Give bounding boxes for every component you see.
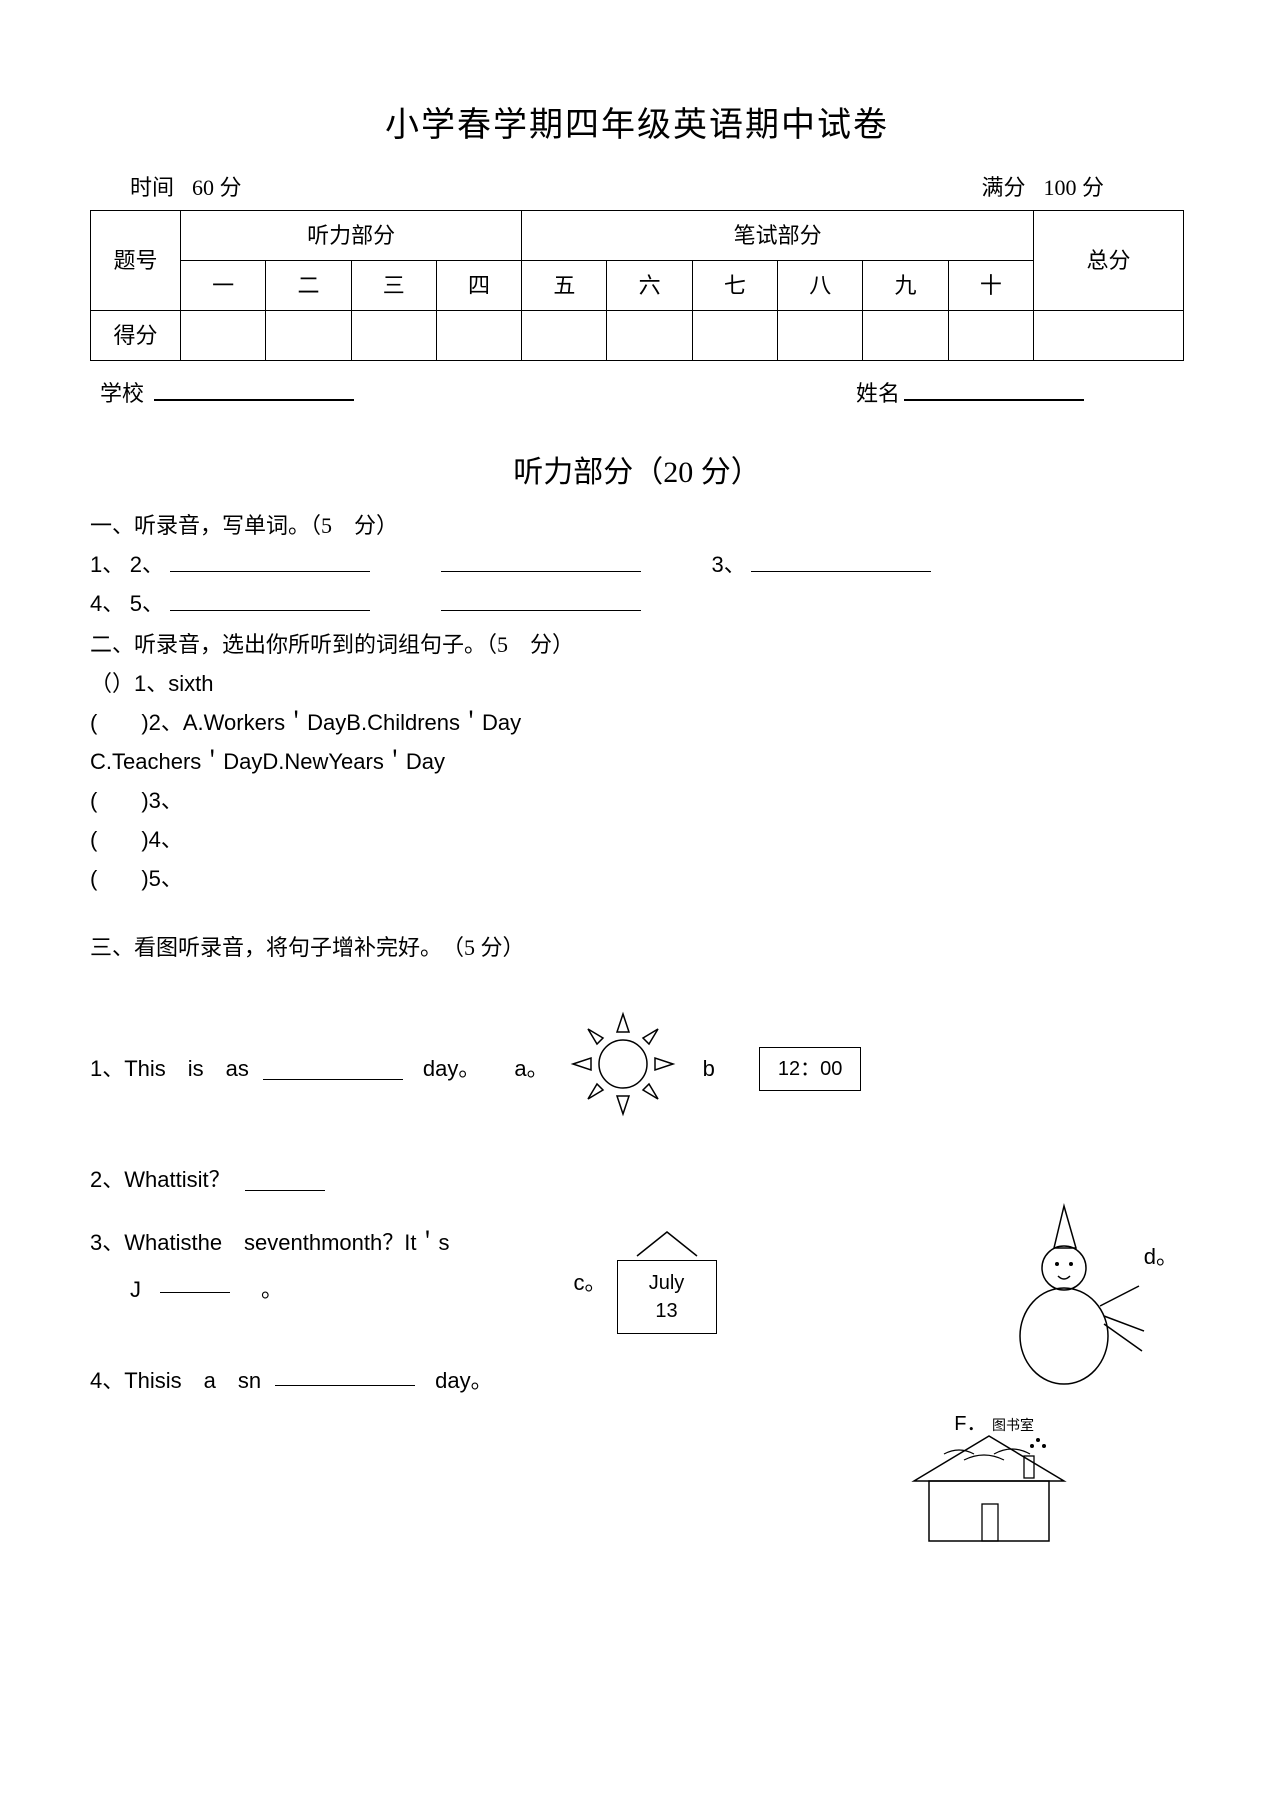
- full-label: 满分: [981, 171, 1025, 204]
- a-label: a。: [514, 1052, 548, 1085]
- q3-line-1: 1、This is as day。 a。 b 12：00: [90, 1004, 1184, 1133]
- answer-blank[interactable]: [160, 1270, 230, 1293]
- listening-header: 听力部分: [181, 211, 522, 261]
- q2-item-2a: ( )2、A.Workers＇DayB.Childrens＇Day: [90, 706, 1184, 739]
- q2-item-1: （）1、sixth: [90, 667, 1184, 700]
- q3-l4-pre: 4、Thisis a sn: [90, 1364, 261, 1397]
- name-label: 姓名: [856, 377, 900, 410]
- score-cell[interactable]: [778, 311, 863, 361]
- num-cell: 三: [351, 261, 436, 311]
- num-cell: 五: [522, 261, 607, 311]
- q3-title: 三、看图听录音，将句子增补完好。 （5 分）: [90, 931, 1184, 964]
- page-title: 小学春学期四年级英语期中试卷: [90, 100, 1184, 151]
- q3-l1-post: day。: [423, 1052, 480, 1085]
- score-cell[interactable]: [692, 311, 777, 361]
- q1-item: 3、: [712, 552, 746, 577]
- q3-l3-pre: 3、Whatisthe seventhmonth？It＇s: [90, 1230, 449, 1255]
- school-blank[interactable]: [154, 377, 354, 401]
- q3-l3-j: J: [130, 1277, 141, 1302]
- listening-heading: 听力部分（20 分）: [90, 450, 1184, 495]
- q3-l3-dot: 。: [261, 1277, 283, 1302]
- num-cell: 九: [863, 261, 948, 311]
- d-label: d。: [1144, 1240, 1178, 1273]
- calendar-month: July: [618, 1269, 716, 1297]
- score-table: 题号 听力部分 笔试部分 总分 一 二 三 四 五 六 七 八 九 十 得分: [90, 210, 1184, 361]
- num-cell: 四: [436, 261, 521, 311]
- num-cell: 七: [692, 261, 777, 311]
- q1-item: 4、: [90, 591, 124, 616]
- score-cell[interactable]: [1034, 311, 1184, 361]
- q3-l4-post: day。: [435, 1364, 492, 1397]
- num-cell: 八: [778, 261, 863, 311]
- q3-line-2: 2、Whattisit？: [90, 1163, 1184, 1196]
- answer-blank[interactable]: [441, 588, 641, 611]
- answer-blank[interactable]: [245, 1168, 325, 1191]
- name-blank[interactable]: [904, 377, 1084, 401]
- full-value: 100 分: [1043, 171, 1104, 204]
- calendar-day: 13: [618, 1297, 716, 1325]
- num-cell: 六: [607, 261, 692, 311]
- q2-item-3: ( )3、: [90, 784, 1184, 817]
- q2-title: 二、听录音，选出你所听到的词组句子。（5 分）: [90, 628, 1184, 661]
- q1-title: 一、听录音，写单词。（5 分）: [90, 509, 1184, 542]
- q1-row-2: 4、 5、: [90, 587, 1184, 620]
- time-box: 12：00: [759, 1047, 862, 1091]
- sun-icon: [563, 1004, 683, 1133]
- answer-blank[interactable]: [170, 549, 370, 572]
- calendar-figure: July 13: [617, 1226, 717, 1334]
- score-cell[interactable]: [522, 311, 607, 361]
- score-cell[interactable]: [607, 311, 692, 361]
- col-question: 题号: [91, 211, 181, 311]
- q1-item: 1、: [90, 552, 124, 577]
- score-cell[interactable]: [351, 311, 436, 361]
- written-header: 笔试部分: [522, 211, 1034, 261]
- answer-blank[interactable]: [263, 1057, 403, 1080]
- answer-blank[interactable]: [441, 549, 641, 572]
- q3-l1-pre: 1、This is as: [90, 1052, 249, 1085]
- score-cell[interactable]: [266, 311, 351, 361]
- school-name-row: 学校 姓名: [90, 371, 1184, 410]
- time-label: 时间: [130, 171, 174, 204]
- house-figure: [904, 1426, 1074, 1565]
- c-label: c。: [573, 1270, 606, 1295]
- answer-blank[interactable]: [275, 1363, 415, 1386]
- answer-blank[interactable]: [170, 588, 370, 611]
- school-label: 学校: [100, 377, 144, 410]
- score-cell[interactable]: [948, 311, 1033, 361]
- time-value: 60 分: [192, 171, 242, 204]
- total-header: 总分: [1034, 211, 1184, 311]
- score-cell[interactable]: [436, 311, 521, 361]
- q2-item-2b: C.Teachers＇DayD.NewYears＇Day: [90, 745, 1184, 778]
- b-label: b: [703, 1052, 715, 1085]
- q2-item-5: ( )5、: [90, 862, 1184, 895]
- score-cell[interactable]: [863, 311, 948, 361]
- num-cell: 一: [181, 261, 266, 311]
- q1-item: 2、: [130, 552, 164, 577]
- snowman-figure: d。: [1004, 1196, 1164, 1415]
- num-cell: 十: [948, 261, 1033, 311]
- q1-item: 5、: [130, 591, 164, 616]
- num-cell: 二: [266, 261, 351, 311]
- meta-row: 时间 60 分 满分 100 分: [90, 171, 1184, 210]
- score-cell[interactable]: [181, 311, 266, 361]
- answer-blank[interactable]: [751, 549, 931, 572]
- q3-l2: 2、Whattisit？: [90, 1163, 231, 1196]
- q2-item-4: ( )4、: [90, 823, 1184, 856]
- score-label: 得分: [91, 311, 181, 361]
- q1-row-1: 1、 2、 3、: [90, 548, 1184, 581]
